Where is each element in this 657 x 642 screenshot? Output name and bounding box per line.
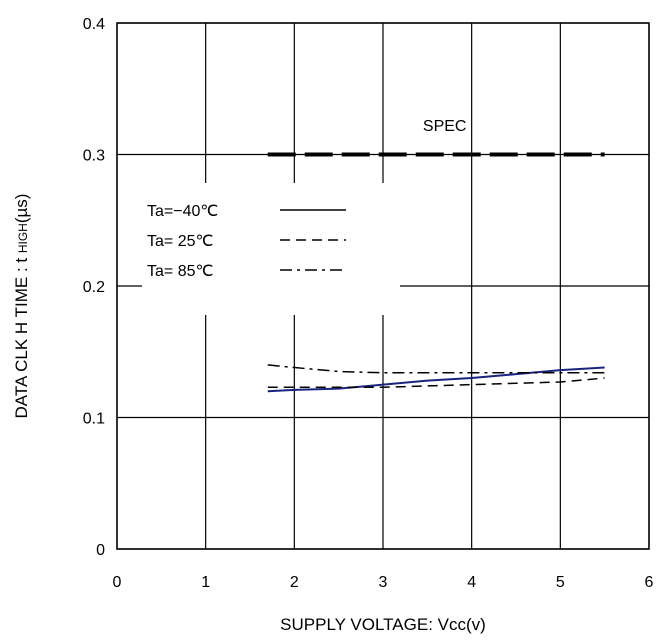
x-tick-label-3: 3 — [379, 574, 388, 591]
x-tick-label-5: 5 — [556, 574, 565, 591]
legend-label-1: Ta= 25℃ — [147, 233, 213, 250]
x-tick-label-4: 4 — [467, 574, 476, 591]
legend-label-2: Ta= 85℃ — [147, 263, 213, 280]
x-tick-label-2: 2 — [290, 574, 299, 591]
series-line-1 — [267, 377, 605, 389]
y-tick-label-2: 0.2 — [83, 279, 105, 296]
spec-label: SPEC — [423, 118, 467, 135]
x-tick-label-6: 6 — [645, 574, 654, 591]
legend-background — [142, 183, 400, 315]
series-line-0 — [267, 366, 605, 393]
y-tick-label-3: 0.3 — [83, 148, 105, 165]
x-tick-label-1: 1 — [201, 574, 210, 591]
legend-label-0: Ta=−40℃ — [147, 203, 218, 220]
series-line-2 — [267, 364, 605, 374]
y-axis-title-unit: (µs) — [12, 194, 31, 224]
legend: Ta=−40℃ Ta= 25℃ Ta= 85℃ — [147, 203, 346, 280]
series-group — [267, 364, 605, 393]
y-axis-title: DATA CLK H TIME : t HIGH(µs) — [12, 194, 31, 419]
y-axis-title-main: DATA CLK H TIME : t — [12, 253, 31, 418]
y-tick-label-4: 0.4 — [83, 16, 105, 33]
y-axis-title-sub: HIGH — [16, 223, 30, 253]
x-tick-label-0: 0 — [113, 574, 122, 591]
y-tick-label-0: 0 — [96, 542, 105, 559]
x-axis-title: SUPPLY VOLTAGE: Vcc(v) — [280, 615, 486, 634]
plot-frame — [116, 22, 650, 550]
tick-labels: 0 1 2 3 4 5 6 0 0.1 0.2 0.3 0.4 — [83, 16, 654, 591]
y-tick-label-1: 0.1 — [83, 411, 105, 428]
